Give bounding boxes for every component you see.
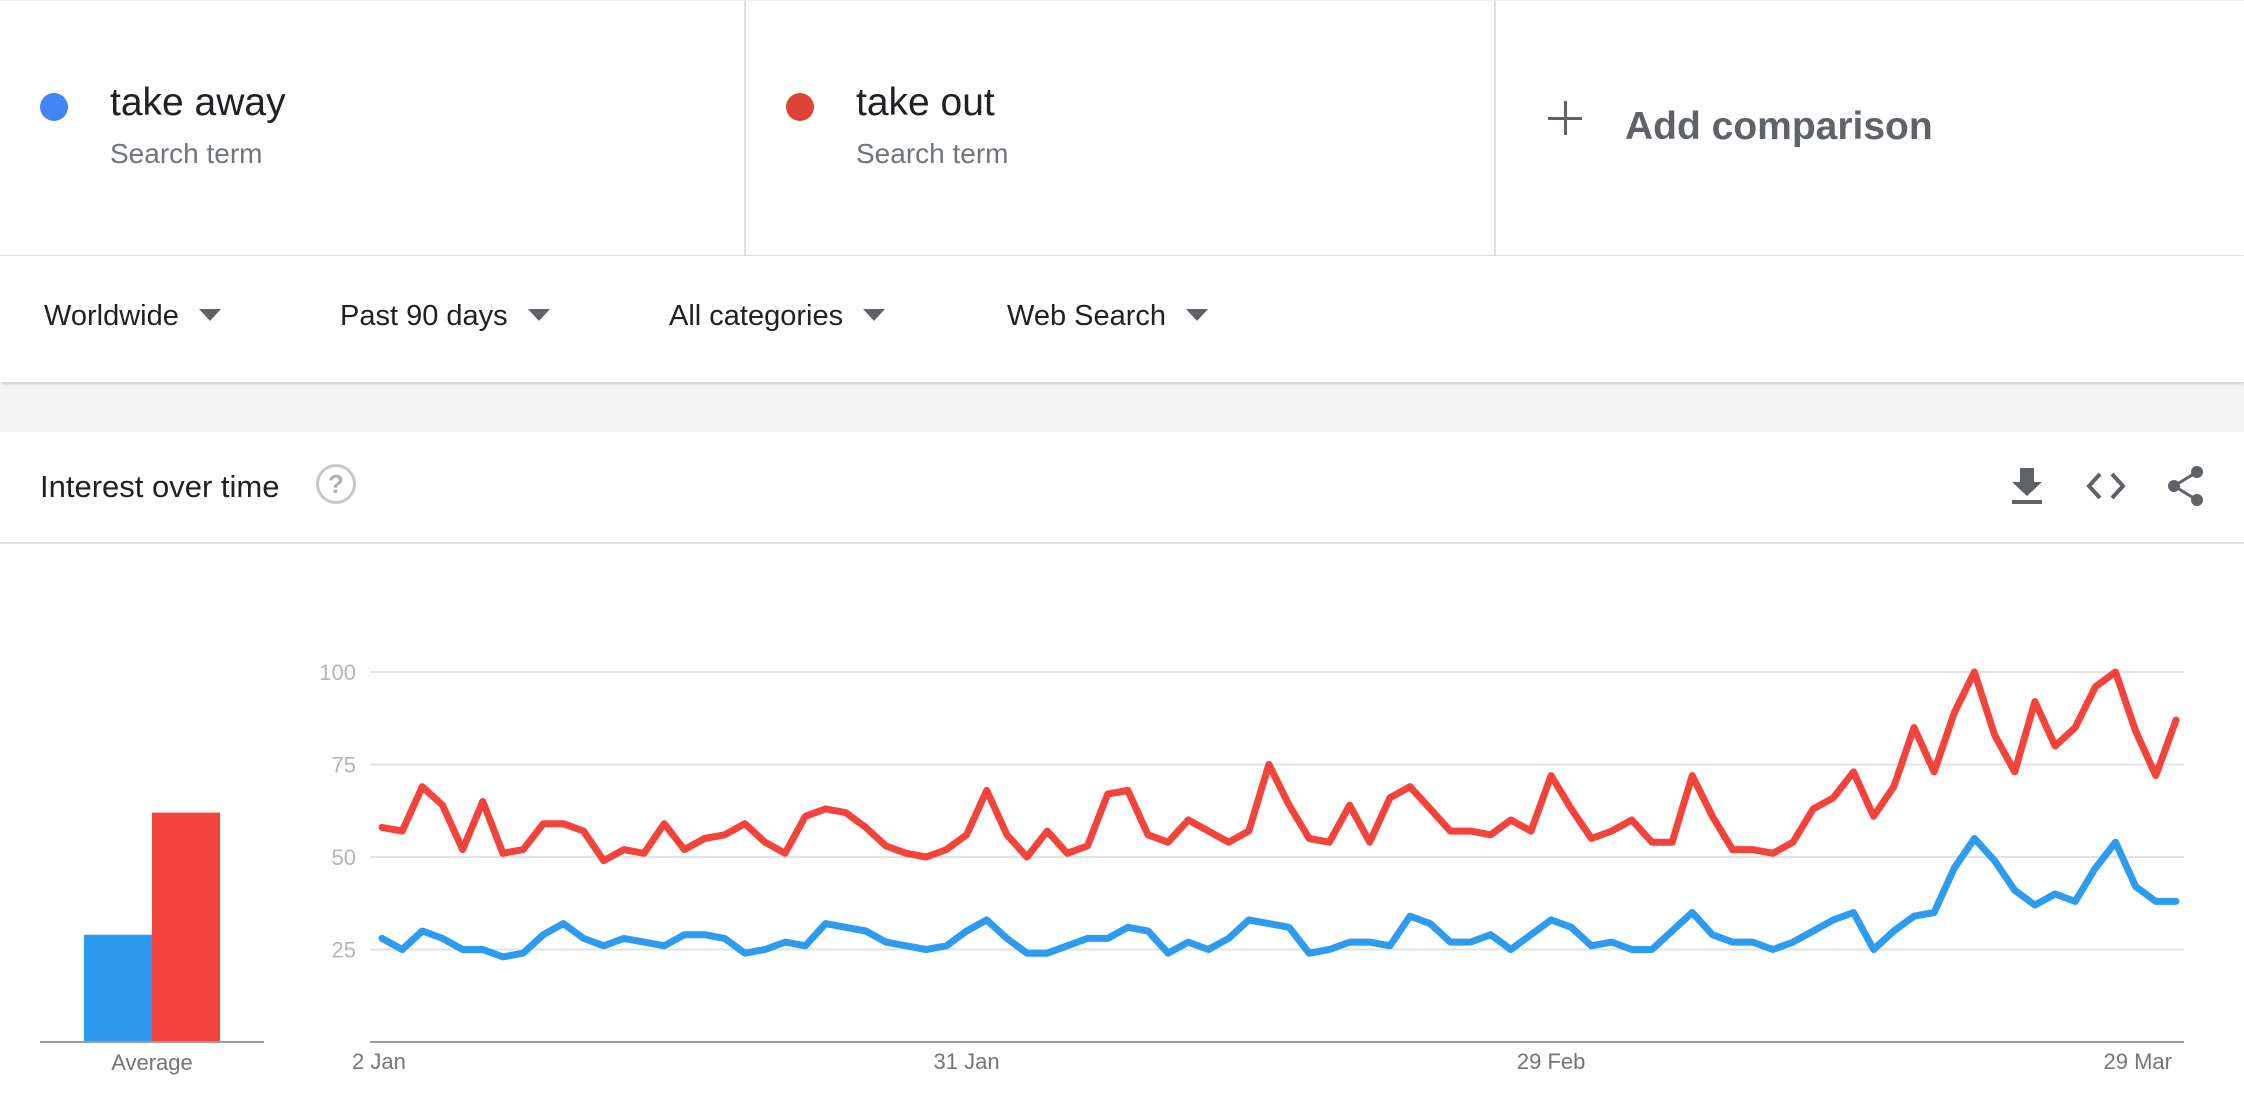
series-line-take-away bbox=[378, 835, 2180, 961]
term-name[interactable]: take away bbox=[110, 81, 286, 124]
filter-bar: Worldwide Past 90 days All categories We… bbox=[0, 256, 2244, 382]
term-card-take-out[interactable]: take out Search term bbox=[744, 1, 1494, 255]
help-circle-icon[interactable]: ? bbox=[316, 464, 356, 504]
search-type-dropdown[interactable]: Web Search bbox=[1007, 300, 1209, 333]
x-tick-label: 31 Jan bbox=[934, 1049, 1000, 1074]
category-label: All categories bbox=[669, 300, 844, 332]
caret-down-icon bbox=[527, 309, 550, 322]
category-dropdown[interactable]: All categories bbox=[669, 300, 886, 333]
region-dropdown[interactable]: Worldwide bbox=[44, 300, 221, 333]
time-range-label: Past 90 days bbox=[340, 300, 508, 332]
search-type-label: Web Search bbox=[1007, 300, 1167, 332]
term-subtitle: Search term bbox=[856, 138, 1009, 169]
caret-down-icon bbox=[198, 309, 221, 322]
y-tick-label: 75 bbox=[332, 753, 356, 778]
x-tick-label: 29 Mar bbox=[2104, 1049, 2172, 1074]
x-tick-label: 29 Feb bbox=[1517, 1049, 1586, 1074]
average-label: Average bbox=[111, 1050, 193, 1075]
share-icon[interactable] bbox=[2164, 462, 2208, 510]
section-gap bbox=[0, 386, 2244, 432]
card-header: Interest over time ? bbox=[0, 432, 2244, 544]
time-range-dropdown[interactable]: Past 90 days bbox=[340, 300, 550, 333]
caret-down-icon bbox=[1186, 309, 1209, 322]
x-tick-label: 2 Jan bbox=[352, 1049, 406, 1074]
search-terms-bar: take away Search term take out Search te… bbox=[0, 0, 2244, 257]
card-title: Interest over time bbox=[40, 469, 280, 504]
term-name[interactable]: take out bbox=[856, 81, 995, 124]
region-label: Worldwide bbox=[44, 300, 179, 332]
download-icon[interactable] bbox=[2005, 462, 2049, 510]
series-line-take-out bbox=[378, 668, 2180, 865]
term-subtitle: Search term bbox=[110, 138, 263, 169]
add-comparison-label: Add comparison bbox=[1625, 105, 1933, 148]
y-tick-label: 100 bbox=[319, 660, 356, 685]
y-tick-label: 50 bbox=[332, 845, 356, 870]
embed-code-icon[interactable] bbox=[2084, 462, 2128, 510]
add-comparison-button[interactable]: Add comparison bbox=[1494, 1, 2244, 255]
term-card-take-away[interactable]: take away Search term bbox=[0, 1, 748, 255]
caret-down-icon bbox=[863, 309, 886, 322]
average-bar-take-away bbox=[84, 934, 152, 1042]
plus-icon bbox=[1548, 101, 1582, 135]
term-color-dot bbox=[786, 93, 814, 121]
average-bar-take-out bbox=[152, 812, 220, 1042]
y-tick-label: 25 bbox=[332, 938, 356, 963]
term-color-dot bbox=[40, 93, 68, 121]
